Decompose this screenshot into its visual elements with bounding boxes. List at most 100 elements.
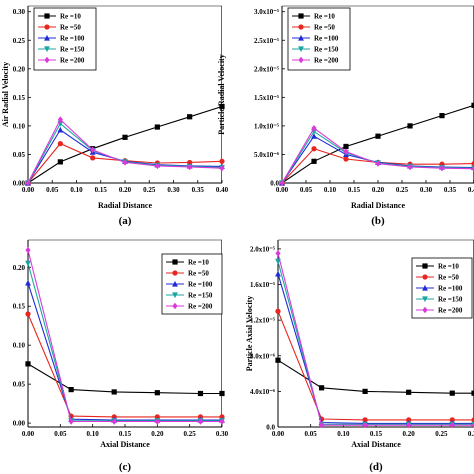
x-tick-label: 0.15	[95, 186, 108, 194]
panel-label: (d)	[369, 461, 383, 473]
x-tick-label: 0.35	[192, 186, 205, 194]
data-point	[449, 390, 455, 396]
series-line	[27, 313, 222, 418]
series-re-10	[275, 357, 474, 396]
data-point	[471, 165, 474, 172]
series-re-50	[279, 146, 474, 186]
series-line	[277, 359, 474, 394]
series-re-10	[25, 361, 225, 397]
data-point	[187, 114, 193, 120]
x-tick-label: 0.30	[167, 186, 180, 194]
x-tick-label: 0.05	[300, 186, 313, 194]
y-tick-label: 0.10	[13, 342, 26, 350]
legend-marker	[172, 259, 178, 265]
data-point	[197, 390, 204, 397]
data-point	[122, 159, 128, 166]
y-tick-label: 0.10	[13, 122, 26, 130]
legend-label: Re =10	[314, 13, 335, 21]
y-tick-label: 2.5x10⁻⁵	[254, 37, 279, 45]
series-re-200	[279, 124, 474, 187]
data-point	[68, 387, 74, 393]
series-re-10	[25, 103, 225, 186]
legend-label: Re =10	[438, 263, 459, 271]
x-tick-label: 0.10	[70, 186, 83, 194]
data-point	[318, 385, 325, 391]
series-re-200	[25, 116, 225, 187]
data-point	[68, 418, 74, 425]
legend: Re =10 Re =50 Re =100 Re =150 Re =200	[287, 7, 351, 71]
data-point	[90, 155, 96, 161]
data-point	[311, 133, 317, 139]
y-tick-label: 4.0x10⁻⁶	[250, 388, 275, 396]
y-tick-label: 0.0	[270, 180, 279, 188]
data-point	[471, 417, 474, 423]
data-point	[406, 417, 412, 423]
y-axis-title: Particle Radial Velocity	[217, 54, 226, 134]
legend-label: Re =200	[314, 57, 339, 65]
data-point	[343, 148, 349, 155]
data-point	[439, 113, 445, 119]
x-tick-label: 0.00	[22, 430, 35, 438]
x-tick-label: 0.25	[184, 430, 197, 438]
series-line	[27, 122, 223, 184]
y-tick-label: 1.0x10⁻⁵	[254, 122, 279, 130]
data-point	[219, 103, 225, 110]
y-tick-label: 2.0x10⁻⁵	[250, 245, 275, 253]
legend-marker	[422, 306, 428, 314]
data-point	[407, 123, 413, 129]
legend-label: Re =150	[188, 292, 213, 300]
legend-label: Re =200	[60, 57, 85, 65]
y-tick-label: 0.30	[13, 8, 26, 16]
data-point	[25, 260, 31, 267]
legend-marker	[298, 34, 304, 41]
y-tick-label: 0.00	[13, 180, 26, 188]
data-point	[407, 163, 413, 171]
legend-label: Re =100	[438, 285, 463, 293]
legend-marker	[422, 296, 428, 303]
y-tick-label: 0.05	[13, 381, 26, 389]
data-point	[449, 422, 455, 429]
y-tick-label: 3.0x10⁻⁵	[254, 8, 279, 16]
x-tick-label: 0.05	[305, 430, 318, 438]
panel-label: (a)	[119, 215, 132, 227]
data-point	[187, 163, 193, 171]
series-line	[27, 249, 222, 423]
legend-label: Re =50	[188, 270, 209, 278]
data-point	[439, 164, 445, 172]
series-line	[281, 104, 474, 184]
y-tick-label: 2.0x10⁻⁵	[254, 65, 279, 73]
data-point	[471, 102, 474, 108]
y-tick-label: 8.0x10⁻⁶	[250, 352, 275, 360]
series-line	[281, 130, 474, 184]
data-point	[279, 179, 285, 187]
data-point	[57, 141, 63, 147]
legend-marker	[44, 13, 50, 19]
data-point	[471, 422, 474, 429]
legend-label: Re =50	[314, 24, 335, 32]
data-point	[275, 308, 281, 314]
panel-label: (c)	[119, 461, 132, 473]
chart-panel-2: 0.00 0.05 0.10 0.15 0.20 0.25 0.30 0.35 0.40 0.0 5…	[217, 5, 474, 227]
legend-marker	[422, 263, 428, 269]
data-point	[343, 156, 349, 162]
legend-label: Re =150	[438, 296, 463, 304]
legend-label: Re =10	[188, 259, 209, 267]
x-tick-label: 0.05	[46, 186, 59, 194]
x-tick-label: 0.00	[22, 186, 35, 194]
x-axis-title: Radial Distance	[98, 201, 152, 210]
legend-marker	[298, 24, 304, 30]
legend-marker	[172, 292, 178, 299]
legend-label: Re =150	[314, 46, 339, 54]
data-point	[362, 422, 368, 429]
x-tick-label: 0.20	[119, 186, 132, 194]
data-point	[25, 361, 31, 367]
data-point	[375, 133, 381, 139]
legend-marker	[298, 46, 304, 53]
chart-panel-4: 0.00 0.05 0.10 0.15 0.20 0.25 0.30 0.0 4.0x10⁻⁶ 8…	[245, 239, 474, 473]
data-point	[57, 116, 63, 123]
y-tick-label: 0.25	[13, 37, 26, 45]
series-re-200	[25, 246, 225, 425]
data-point	[154, 390, 160, 396]
legend-marker	[44, 34, 50, 41]
